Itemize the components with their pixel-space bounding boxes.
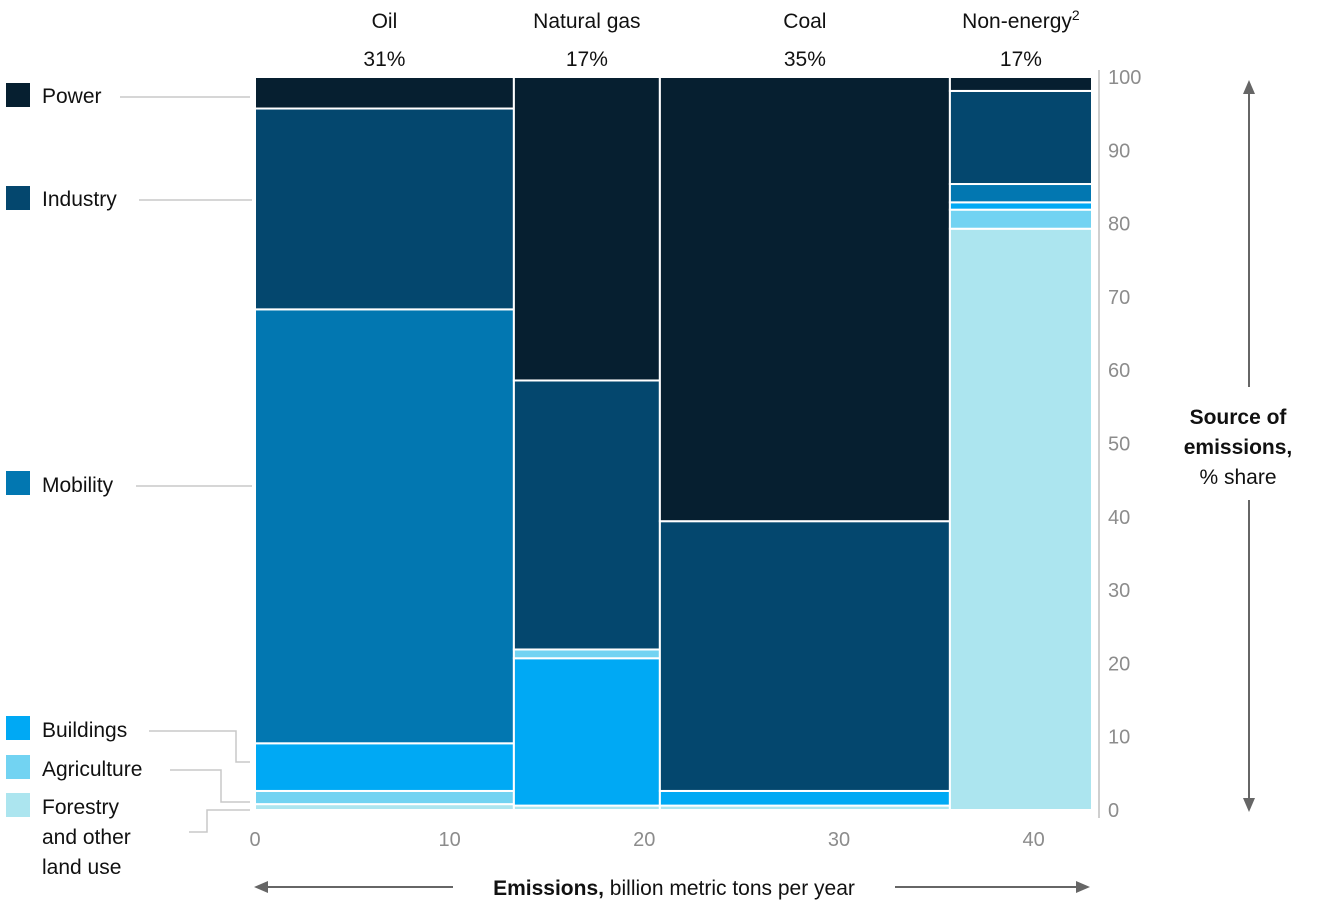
y-tick-label: 40 <box>1108 507 1130 529</box>
x-axis-label-bold: Emissions, <box>493 877 604 900</box>
y-tick-label: 90 <box>1108 140 1130 162</box>
column-name-text: Coal <box>783 10 826 33</box>
y-axis: 0 10 20 30 40 50 60 70 80 90 100 <box>1098 67 1141 822</box>
legend-item-mobility: Mobility <box>6 471 252 497</box>
legend-swatch <box>6 716 30 740</box>
legend-label: Industry <box>42 188 117 211</box>
x-axis-label: Emissions, billion metric tons per year <box>493 877 855 900</box>
legend-item-power: Power <box>6 83 250 108</box>
column-oil <box>254 76 515 811</box>
y-tick-label: 80 <box>1108 214 1130 236</box>
y-tick-label: 70 <box>1108 287 1130 309</box>
x-tick-label: 30 <box>828 829 850 851</box>
segment-oil-buildings <box>254 742 515 792</box>
x-tick-label: 0 <box>249 829 260 851</box>
segment-non-energy-forestry-and-other-land-use <box>948 227 1094 811</box>
column-share-coal: 35% <box>784 48 826 71</box>
legend-swatch <box>6 755 30 779</box>
column-name-superscript: 2 <box>1072 7 1080 23</box>
legend-item-forestry-and-other-land-use: Forestry and other land use <box>6 793 250 879</box>
segment-coal-industry <box>658 520 951 792</box>
x-tick-label: 40 <box>1022 829 1044 851</box>
arrow-up-icon <box>1243 80 1255 94</box>
legend-item-industry: Industry <box>6 186 252 211</box>
column-non-energy <box>948 76 1094 811</box>
column-name-text: Non-energy <box>962 10 1072 33</box>
legend-label: Mobility <box>42 474 114 497</box>
y-axis-label-line2: emissions, <box>1184 436 1293 459</box>
segment-natural-gas-agriculture <box>512 648 661 660</box>
legend-label: Agriculture <box>42 758 142 781</box>
column-share-natural-gas: 17% <box>566 48 608 71</box>
legend-leader-line <box>189 809 250 833</box>
legend-swatch <box>6 186 30 210</box>
plot-area <box>254 76 1094 811</box>
segment-non-energy-buildings <box>948 201 1094 211</box>
column-share-non-energy: 17% <box>1000 48 1042 71</box>
y-axis-label-line1: Source of <box>1190 406 1288 429</box>
segment-natural-gas-power <box>512 76 661 382</box>
legend: Power Industry Mobility Buildings Agricultur… <box>6 83 252 879</box>
column-name-text: Natural gas <box>533 10 640 33</box>
column-coal <box>658 76 951 811</box>
y-tick-label: 0 <box>1108 800 1119 822</box>
legend-item-agriculture: Agriculture <box>6 755 250 803</box>
legend-swatch <box>6 83 30 107</box>
legend-label: land use <box>42 856 121 879</box>
y-tick-label: 50 <box>1108 434 1130 456</box>
y-tick-label: 100 <box>1108 67 1141 89</box>
legend-label: and other <box>42 826 131 849</box>
column-headers: Oil 31% Natural gas 17% Coal 35% Non-energy2 17… <box>363 7 1079 71</box>
y-tick-label: 60 <box>1108 360 1130 382</box>
y-tick-label: 10 <box>1108 727 1130 749</box>
x-tick-label: 20 <box>633 829 655 851</box>
segment-non-energy-industry <box>948 89 1094 186</box>
segment-oil-agriculture <box>254 789 515 806</box>
legend-label: Forestry <box>42 796 120 819</box>
legend-label: Power <box>42 85 102 108</box>
column-name-natural-gas: Natural gas <box>533 10 640 33</box>
segment-natural-gas-industry <box>512 379 661 651</box>
arrow-down-icon <box>1243 798 1255 812</box>
segment-natural-gas-buildings <box>512 657 661 807</box>
column-name-non-energy: Non-energy2 <box>962 7 1080 33</box>
column-name-oil: Oil <box>372 10 398 33</box>
segment-oil-mobility <box>254 308 515 745</box>
arrow-left-icon <box>254 881 268 893</box>
segment-non-energy-mobility <box>948 183 1094 204</box>
column-name-text: Oil <box>372 10 398 33</box>
legend-item-buildings: Buildings <box>6 716 250 763</box>
x-axis: 0 10 20 30 40 <box>249 829 1044 851</box>
x-axis-title: Emissions, billion metric tons per year <box>254 877 1090 900</box>
y-tick-label: 20 <box>1108 653 1130 675</box>
y-axis-title: Source of emissions, % share <box>1184 80 1293 812</box>
y-axis-label-line3: % share <box>1199 466 1276 489</box>
column-natural-gas <box>512 76 661 811</box>
legend-leader-line <box>149 730 250 763</box>
x-axis-label-rest: billion metric tons per year <box>604 877 855 900</box>
legend-swatch <box>6 793 30 817</box>
legend-swatch <box>6 471 30 495</box>
legend-label: Buildings <box>42 719 127 742</box>
column-share-oil: 31% <box>363 48 405 71</box>
arrow-right-icon <box>1076 881 1090 893</box>
segment-coal-buildings <box>658 789 951 807</box>
y-tick-label: 30 <box>1108 580 1130 602</box>
column-name-coal: Coal <box>783 10 826 33</box>
x-tick-label: 10 <box>439 829 461 851</box>
segment-non-energy-power <box>948 76 1094 92</box>
segment-oil-power <box>254 76 515 110</box>
segment-coal-power <box>658 76 951 523</box>
legend-leader-line <box>170 769 250 803</box>
segment-non-energy-agriculture <box>948 208 1094 230</box>
segment-oil-industry <box>254 107 515 311</box>
